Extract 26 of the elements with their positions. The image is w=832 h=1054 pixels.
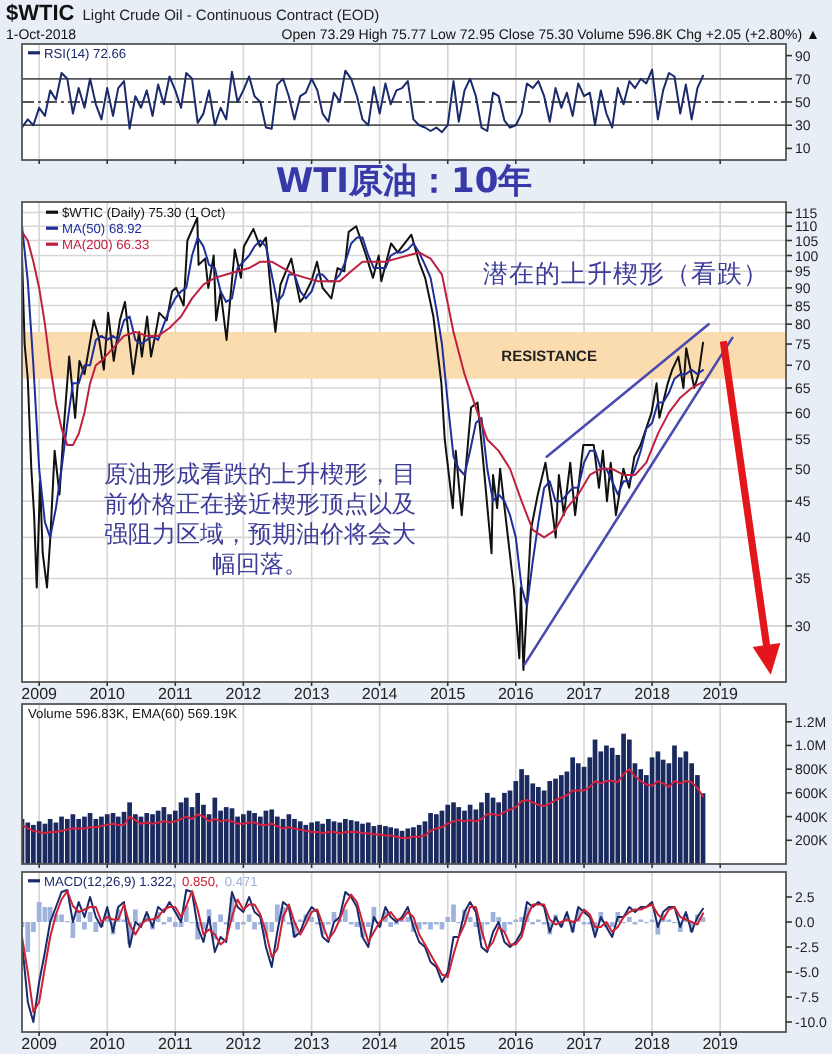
- x-tick-label: 2016: [498, 685, 535, 703]
- x-tick-label: 2011: [158, 685, 194, 703]
- x-tick-label: 2012: [225, 685, 263, 703]
- x-tick-label: 2015: [429, 685, 467, 703]
- chart-title: $WTIC: [6, 2, 75, 26]
- x-tick-label: 2014: [361, 685, 399, 703]
- x-tick-label: 2009: [21, 685, 59, 703]
- x-tick-label: 2011: [158, 1035, 194, 1053]
- x-tick-label: 2017: [566, 685, 603, 703]
- x-tick-label: 2019: [702, 1035, 740, 1053]
- x-tick-label: 2019: [702, 685, 740, 703]
- x-tick-label: 2016: [498, 1035, 535, 1053]
- x-tick-label: 2015: [429, 1035, 467, 1053]
- x-tick-label: 2013: [293, 1035, 331, 1053]
- x-tick-label: 2014: [361, 1035, 399, 1053]
- x-tick-label: 2018: [634, 685, 672, 703]
- chart-title: WTI原油：10年: [275, 162, 533, 202]
- annotation: 潜在的上升楔形（看跌）: [482, 258, 769, 288]
- x-tick-label: 2017: [566, 1035, 603, 1053]
- x-tick-label: 2018: [634, 1035, 672, 1053]
- x-tick-label: 2013: [293, 685, 331, 703]
- x-tick-label: 2009: [21, 1035, 59, 1053]
- annotation: 原油形成看跌的上升楔形，目前价格正在接近楔形顶点以及强阻力区域，预期油价将会大幅回落。: [102, 460, 418, 580]
- x-tick-label: 2012: [225, 1035, 263, 1053]
- x-tick-label: 2010: [89, 1035, 127, 1053]
- x-tick-label: 2010: [89, 685, 127, 703]
